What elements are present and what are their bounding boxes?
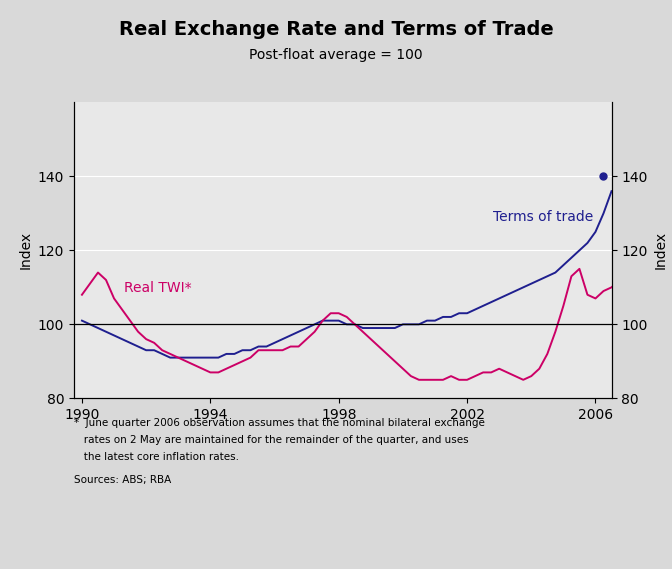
- Text: Real Exchange Rate and Terms of Trade: Real Exchange Rate and Terms of Trade: [119, 20, 553, 39]
- Text: Real TWI*: Real TWI*: [124, 281, 192, 295]
- Text: Post-float average = 100: Post-float average = 100: [249, 48, 423, 63]
- Text: rates on 2 May are maintained for the remainder of the quarter, and uses: rates on 2 May are maintained for the re…: [74, 435, 468, 446]
- Text: the latest core inflation rates.: the latest core inflation rates.: [74, 452, 239, 463]
- Y-axis label: Index: Index: [18, 231, 32, 270]
- Text: Sources: ABS; RBA: Sources: ABS; RBA: [74, 475, 171, 485]
- Y-axis label: Index: Index: [653, 231, 667, 270]
- Text: Terms of trade: Terms of trade: [493, 211, 593, 224]
- Text: *  June quarter 2006 observation assumes that the nominal bilateral exchange: * June quarter 2006 observation assumes …: [74, 418, 485, 428]
